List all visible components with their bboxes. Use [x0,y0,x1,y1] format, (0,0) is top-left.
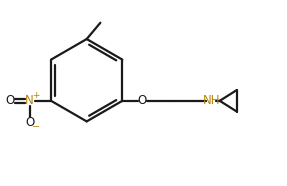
Text: +: + [32,91,40,100]
Text: NH: NH [203,94,220,107]
Text: −: − [32,122,40,132]
Text: O: O [6,94,15,107]
Text: N: N [25,94,34,107]
Text: O: O [25,116,34,129]
Text: O: O [138,94,147,107]
